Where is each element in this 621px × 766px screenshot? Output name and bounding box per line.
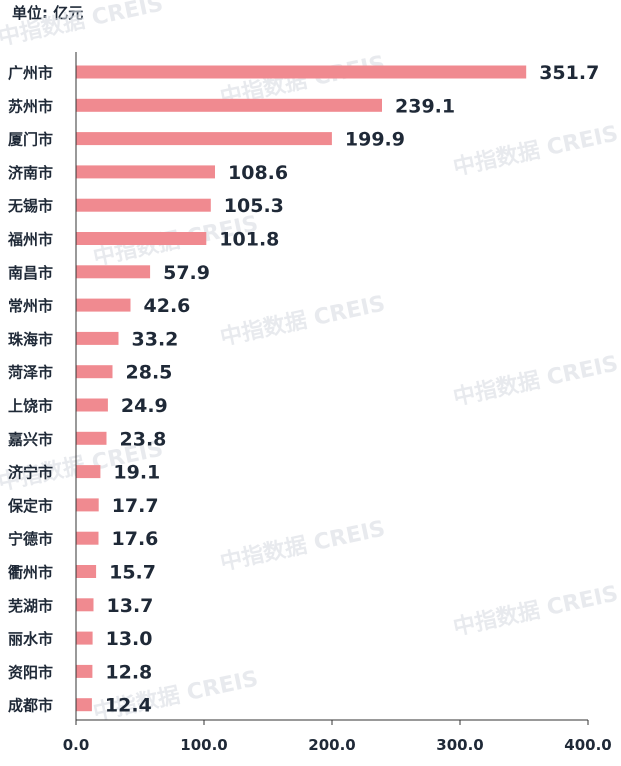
bar <box>76 631 93 645</box>
value-label: 24.9 <box>121 395 168 417</box>
watermark-text: 中指数据 CREIS <box>451 581 621 641</box>
category-label: 衢州市 <box>8 564 53 582</box>
value-label: 57.9 <box>163 262 210 284</box>
category-label: 菏泽市 <box>8 364 53 382</box>
x-tick-label: 100.0 <box>180 736 227 754</box>
bar <box>76 298 131 312</box>
value-label: 101.8 <box>219 229 279 251</box>
x-tick-label: 300.0 <box>436 736 483 754</box>
category-label: 芜湖市 <box>8 597 53 615</box>
category-label: 常州市 <box>8 297 53 315</box>
bar <box>76 431 107 445</box>
category-label: 嘉兴市 <box>7 430 53 448</box>
value-label: 17.7 <box>112 495 159 517</box>
bars-group <box>76 65 527 712</box>
bar <box>76 232 207 245</box>
bar <box>76 98 382 112</box>
bar <box>76 598 94 612</box>
watermark-text: 中指数据 CREIS <box>451 351 621 411</box>
watermark-text: 中指数据 CREIS <box>218 516 388 576</box>
category-label: 苏州市 <box>8 97 53 115</box>
x-tick-label: 400.0 <box>564 736 611 754</box>
category-label: 南昌市 <box>8 264 53 282</box>
unit-label: 单位: 亿元 <box>12 4 84 22</box>
bar <box>76 198 211 212</box>
bar <box>76 65 527 79</box>
value-label: 239.1 <box>395 95 455 117</box>
bar <box>76 664 93 678</box>
category-label: 资阳市 <box>8 663 53 681</box>
value-label: 13.0 <box>106 628 153 650</box>
axes-group: 0.0 100.0 200.0 300.0 400.0 <box>63 52 612 754</box>
bar <box>76 365 113 379</box>
bar <box>76 265 151 279</box>
category-label: 广州市 <box>8 64 53 82</box>
bar <box>76 565 97 578</box>
value-label: 33.2 <box>132 328 179 350</box>
category-label: 上饶市 <box>8 397 53 415</box>
category-label: 济宁市 <box>8 464 53 482</box>
x-tick-label: 0.0 <box>63 736 90 754</box>
category-label: 福州市 <box>7 231 53 249</box>
value-label: 19.1 <box>113 462 160 484</box>
bar <box>76 331 119 345</box>
watermark-text: 中指数据 CREIS <box>218 291 388 351</box>
category-label: 济南市 <box>8 164 53 182</box>
bar <box>76 465 101 479</box>
bar <box>76 132 332 146</box>
value-label: 108.6 <box>228 162 288 184</box>
watermark-text: 中指数据 CREIS <box>451 121 621 181</box>
category-label: 宁德市 <box>8 530 53 548</box>
bar <box>76 698 92 712</box>
value-label: 351.7 <box>539 62 599 84</box>
bar <box>76 498 99 512</box>
value-label: 12.8 <box>105 661 152 683</box>
value-label: 13.7 <box>107 595 154 617</box>
category-label: 丽水市 <box>8 630 53 648</box>
value-label: 17.6 <box>112 528 159 550</box>
bar <box>76 398 108 412</box>
value-label: 199.9 <box>345 129 405 151</box>
value-label: 15.7 <box>109 562 156 584</box>
bar <box>76 165 215 179</box>
value-labels: 351.7 239.1 199.9 108.6 105.3 101.8 57.9 42.6 33… <box>105 62 599 717</box>
category-label: 珠海市 <box>8 330 53 348</box>
value-label: 42.6 <box>144 295 191 317</box>
x-tick-label: 200.0 <box>308 736 355 754</box>
category-label: 无锡市 <box>7 197 53 215</box>
category-labels: 广州市苏州市厦门市济南市无锡市福州市南昌市常州市珠海市菏泽市上饶市嘉兴市济宁市保… <box>7 64 53 715</box>
category-label: 成都市 <box>8 697 53 715</box>
bar <box>76 531 99 545</box>
category-label: 厦门市 <box>8 131 53 149</box>
value-label: 28.5 <box>126 362 173 384</box>
value-label: 12.4 <box>105 695 152 717</box>
watermark-text: 中指数据 CREIS <box>0 0 165 51</box>
category-label: 保定市 <box>7 497 53 515</box>
value-label: 23.8 <box>120 428 167 450</box>
value-label: 105.3 <box>224 195 284 217</box>
